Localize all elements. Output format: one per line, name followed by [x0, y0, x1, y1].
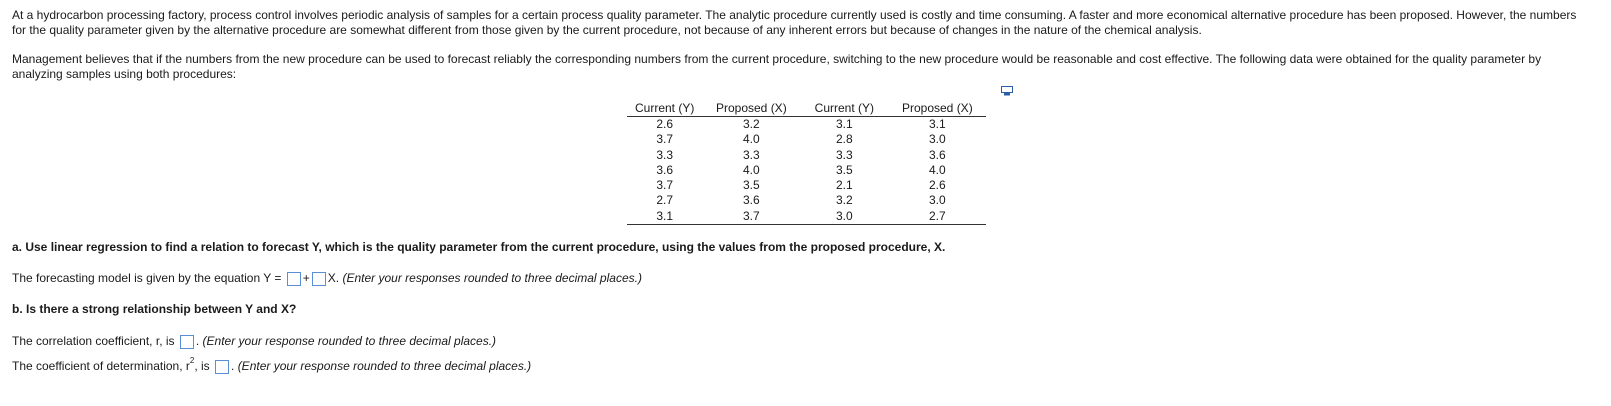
table-cell: 2.6 [656, 117, 674, 131]
table-cell: 3.0 [929, 193, 946, 208]
r2-superscript: 2 [189, 356, 195, 365]
part-a-question: a. Use linear regression to find a relat… [12, 240, 946, 254]
table-cell: 3.1 [836, 117, 853, 131]
equation-prefix: The forecasting model is given by the eq… [12, 271, 282, 285]
table-cell: 2.7 [888, 208, 987, 226]
table-cell: 3.7 [702, 208, 801, 226]
table-cell: 3.7 [656, 178, 674, 193]
r2-hint: (Enter your response rounded to three de… [237, 359, 532, 373]
table-cell: 4.0 [743, 162, 760, 177]
table-row: 3.7 3.5 2.1 2.6 [627, 178, 986, 193]
table-header-row: Current (Y) Proposed (X) Current (Y) Pro… [627, 100, 987, 117]
table-row: 2.7 3.6 3.2 3.0 [627, 193, 986, 208]
col-header-proposed-2: Proposed (X) [888, 100, 987, 117]
slope-input[interactable] [311, 271, 326, 286]
table-row: 2.6 3.2 3.1 3.1 [627, 117, 986, 133]
part-b-question: b. Is there a strong relationship betwee… [12, 302, 297, 316]
copy-table-icon[interactable] [1001, 86, 1013, 96]
x-suffix: X. [327, 271, 340, 285]
col-header-proposed-1: Proposed (X) [702, 100, 801, 117]
table-row: 3.1 3.7 3.0 2.7 [627, 208, 987, 226]
table-cell: 3.0 [929, 132, 946, 147]
correlation-input[interactable] [179, 334, 194, 349]
table-cell: 4.0 [743, 132, 760, 147]
table-cell: 2.1 [836, 178, 853, 193]
table-row: 3.7 4.0 2.8 3.0 [627, 132, 986, 147]
table-cell: 3.1 [929, 117, 946, 131]
table-cell: 3.1 [627, 208, 703, 226]
table-cell: 2.7 [656, 193, 674, 208]
col-header-current-1: Current (Y) [627, 100, 703, 117]
r2-prefix: The coefficient of determination, r [12, 359, 190, 373]
part-a-hint: (Enter your responses rounded to three d… [342, 271, 642, 285]
table-cell: 3.6 [929, 147, 946, 162]
table-cell: 3.7 [656, 132, 674, 147]
table-cell: 3.3 [743, 147, 760, 162]
table-cell: 3.6 [743, 193, 760, 208]
table-cell: 3.2 [836, 193, 853, 208]
part-a-equation-line: The forecasting model is given by the eq… [12, 270, 642, 286]
plus-sign: + [302, 271, 310, 285]
intro-paragraph-2: Management believes that if the numbers … [12, 52, 1542, 81]
table-cell: 4.0 [929, 162, 946, 177]
table-cell: 3.2 [743, 117, 760, 131]
r2-is: , is [194, 359, 210, 373]
table-row: 3.6 4.0 3.5 4.0 [627, 163, 986, 178]
table-cell: 3.6 [656, 162, 674, 177]
determination-input[interactable] [215, 359, 230, 374]
determination-line: The coefficient of determination, r2, is… [12, 356, 532, 374]
table-cell: 3.5 [836, 162, 853, 177]
table-cell: 3.3 [836, 147, 853, 162]
table-cell: 2.8 [836, 132, 853, 147]
table-cell: 3.3 [656, 147, 674, 162]
table-cell: 3.0 [800, 208, 889, 226]
r-prefix: The correlation coefficient, r, is [12, 334, 175, 348]
intercept-input[interactable] [286, 271, 301, 286]
table-row: 3.3 3.3 3.3 3.6 [627, 148, 986, 163]
col-header-current-2: Current (Y) [800, 100, 889, 117]
table-cell: 2.6 [929, 178, 946, 193]
r-hint: (Enter your response rounded to three de… [202, 334, 497, 348]
correlation-line: The correlation coefficient, r, is . (En… [12, 334, 497, 349]
table-cell: 3.5 [743, 178, 760, 193]
data-table: Current (Y) Proposed (X) Current (Y) Pro… [627, 100, 987, 226]
intro-paragraph-1: At a hydrocarbon processing factory, pro… [12, 8, 1577, 37]
